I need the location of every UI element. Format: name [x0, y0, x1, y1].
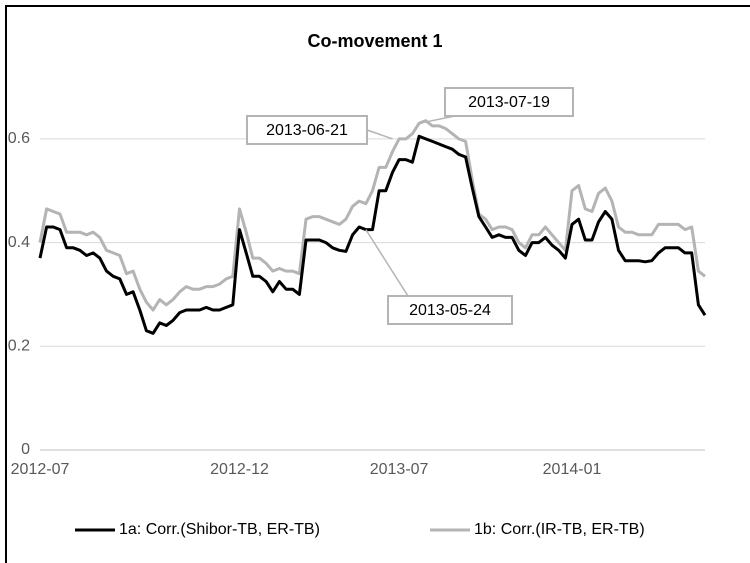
y-tick-label: 0	[21, 441, 30, 458]
x-tick-label: 2012-07	[11, 461, 70, 478]
series-line	[38, 134, 707, 335]
callout-leader	[365, 229, 409, 297]
series-line	[38, 119, 706, 312]
callout-box	[387, 295, 513, 325]
legend-label: 1a: Corr.(Shibor-TB, ER-TB)	[119, 521, 320, 538]
y-tick-label: 0.6	[8, 130, 30, 147]
callout-label: 2013-07-19	[468, 94, 550, 111]
y-tick-label: 0.4	[8, 234, 30, 251]
chart-title: Co-movement 1	[307, 31, 442, 51]
x-tick-label: 2012-12	[210, 461, 269, 478]
x-tick-label: 2014-01	[543, 461, 602, 478]
legend-label: 1b: Corr.(IR-TB, ER-TB)	[474, 521, 645, 538]
callout-box	[246, 115, 368, 145]
chart-frame	[5, 5, 750, 563]
callout-box	[444, 87, 574, 117]
callout-label: 2013-06-21	[266, 122, 348, 139]
callout-label: 2013-05-24	[409, 302, 491, 319]
callout-leader	[418, 115, 456, 125]
x-tick-label: 2013-07	[370, 461, 429, 478]
callout-leader	[366, 129, 393, 140]
y-tick-label: 0.2	[8, 338, 30, 355]
